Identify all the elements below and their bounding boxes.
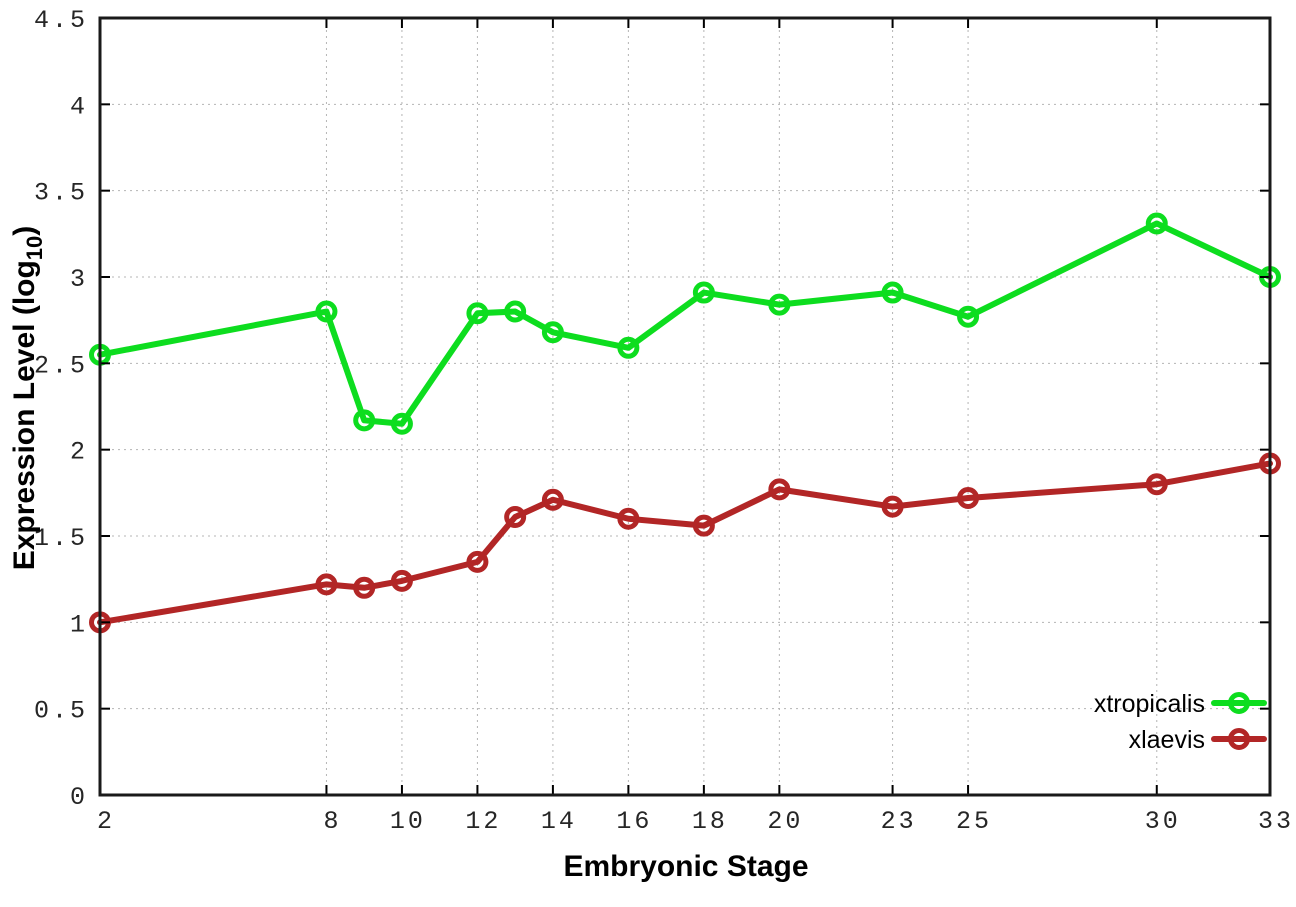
y-axis-title-close: ) xyxy=(8,226,41,236)
x-tick-label: 30 xyxy=(1145,807,1181,836)
legend: xtropicalis xlaevis xyxy=(1094,690,1267,754)
series-xlaevis-marker xyxy=(768,478,791,501)
series-xtropicalis-marker xyxy=(692,281,715,304)
y-axis-title-main: Expression Level (log xyxy=(8,260,41,570)
series-xtropicalis-line xyxy=(97,220,1273,427)
series-xtropicalis-marker xyxy=(617,336,640,359)
plot-frame xyxy=(98,16,1272,797)
y-tick-label: 1 xyxy=(70,610,88,639)
series-xlaevis-marker xyxy=(957,487,980,510)
series-xlaevis-line xyxy=(97,460,1273,626)
series-xtropicalis-marker xyxy=(315,300,338,323)
series-xtropicalis-marker xyxy=(768,293,791,316)
legend-sample-marker xyxy=(1228,692,1250,714)
series-xtropicalis-marker xyxy=(466,302,489,325)
x-tick-label: 18 xyxy=(692,807,728,836)
x-tick-label: 20 xyxy=(767,807,803,836)
x-tick-label: 8 xyxy=(323,807,341,836)
series-xlaevis-marker xyxy=(504,506,527,529)
x-tick-label: 16 xyxy=(616,807,652,836)
x-tick-label: 14 xyxy=(541,807,577,836)
series-xlaevis-marker xyxy=(541,488,564,511)
grid-layer xyxy=(99,17,1271,796)
y-axis-title: Expression Level (log10) xyxy=(8,226,47,571)
series-xlaevis-marker xyxy=(390,569,413,592)
y-tick-label: 3 xyxy=(70,265,88,294)
series-xlaevis-marker xyxy=(692,514,715,537)
x-tick-label: 23 xyxy=(881,807,917,836)
y-tick-label: 4 xyxy=(70,92,88,121)
y-tick-label: 4.5 xyxy=(34,6,88,35)
series-xlaevis-marker xyxy=(315,573,338,596)
legend-label-xtropicalis: xtropicalis xyxy=(1094,690,1205,718)
series-xlaevis-marker xyxy=(617,507,640,530)
x-tick-label: 33 xyxy=(1258,807,1294,836)
series-xlaevis-marker xyxy=(466,550,489,573)
x-tick-label: 12 xyxy=(465,807,501,836)
series-xtropicalis-marker xyxy=(390,412,413,435)
series-xlaevis-marker xyxy=(353,576,376,599)
series-xtropicalis-marker xyxy=(1145,212,1168,235)
y-tick-label: 2 xyxy=(70,438,88,467)
x-tick-label: 10 xyxy=(390,807,426,836)
series-xtropicalis-marker xyxy=(541,321,564,344)
y-tick-label: 0 xyxy=(70,783,88,812)
series-xlaevis-marker xyxy=(1145,473,1168,496)
y-tick-label: 3.5 xyxy=(34,179,88,208)
y-tick-label: 0.5 xyxy=(34,697,88,726)
y-tick-label: 1.5 xyxy=(34,524,88,553)
y-axis-title-subscript: 10 xyxy=(22,236,47,260)
tick-label-layer: 0 0.5 1 1.5 2 2.5 3 3.5 4 4.5 2 8 10 12 14 16 18 20 23 25 30… xyxy=(34,6,1294,836)
series-xlaevis-marker xyxy=(881,495,904,518)
series-xtropicalis-marker xyxy=(957,305,980,328)
x-tick-label: 25 xyxy=(956,807,992,836)
legend-sample-marker xyxy=(1228,728,1250,750)
y-tick-label: 2.5 xyxy=(34,351,88,380)
x-axis-title: Embryonic Stage xyxy=(563,850,808,883)
series-xtropicalis-marker xyxy=(504,300,527,323)
series-xtropicalis-marker xyxy=(353,409,376,432)
x-tick-label: 2 xyxy=(97,807,115,836)
series-xtropicalis-marker xyxy=(881,281,904,304)
legend-label-xlaevis: xlaevis xyxy=(1129,726,1205,754)
plot-border xyxy=(98,16,1272,797)
